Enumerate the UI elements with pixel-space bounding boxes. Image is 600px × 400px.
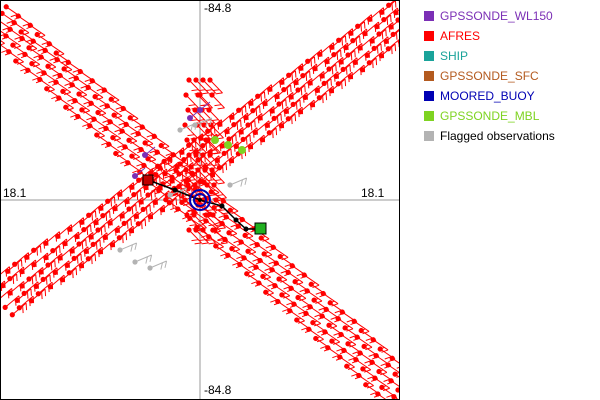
storm-track bbox=[142, 174, 267, 235]
legend-label: AFRES bbox=[440, 29, 481, 43]
legend-label: Flagged observations bbox=[440, 129, 555, 143]
track-layer bbox=[132, 101, 267, 235]
legend-item[interactable]: AFRES bbox=[424, 26, 600, 46]
bottom-longitude-label: -84.8 bbox=[204, 383, 232, 397]
legend-item[interactable]: GPSSONDE_WL150 bbox=[424, 6, 600, 26]
legend-swatch bbox=[424, 51, 434, 61]
legend-item[interactable]: Flagged observations bbox=[424, 126, 600, 146]
flagged-observations bbox=[117, 117, 248, 271]
legend-swatch bbox=[424, 71, 434, 81]
observation-plot[interactable] bbox=[0, 0, 400, 400]
legend-swatch bbox=[424, 31, 434, 41]
legend-item[interactable]: GPSSONDE_SFC bbox=[424, 66, 600, 86]
legend-swatch bbox=[424, 131, 434, 141]
legend-item[interactable]: SHIP bbox=[424, 46, 600, 66]
legend-label: MOORED_BUOY bbox=[440, 89, 535, 103]
legend-swatch bbox=[424, 11, 434, 21]
legend-swatch bbox=[424, 91, 434, 101]
legend-label: GPSSONDE_WL150 bbox=[440, 9, 553, 23]
gpssonde-mbl-points bbox=[211, 136, 246, 154]
legend-item[interactable]: MOORED_BUOY bbox=[424, 86, 600, 106]
gpssonde-wl150-points bbox=[132, 101, 211, 179]
right-latitude-label: 18.1 bbox=[361, 186, 385, 200]
left-latitude-label: 18.1 bbox=[3, 186, 27, 200]
legend-swatch bbox=[424, 111, 434, 121]
legend-item[interactable]: GPSSONDE_MBL bbox=[424, 106, 600, 126]
legend-label: GPSSONDE_MBL bbox=[440, 109, 540, 123]
observation-swath bbox=[0, 4, 400, 400]
legend: GPSSONDE_WL150 AFRES SHIP GPSSONDE_SFC MOORE… bbox=[424, 6, 600, 146]
legend-label: GPSSONDE_SFC bbox=[440, 69, 539, 83]
wind-barb-layer bbox=[0, 0, 400, 400]
legend-label: SHIP bbox=[440, 49, 469, 63]
moored-buoy-marker bbox=[189, 189, 211, 211]
top-longitude-label: -84.8 bbox=[204, 1, 232, 15]
